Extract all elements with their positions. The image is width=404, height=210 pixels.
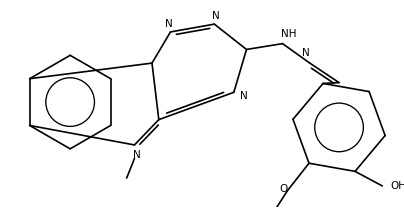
Text: N: N <box>213 11 220 21</box>
Text: O: O <box>280 184 288 194</box>
Text: NH: NH <box>281 29 296 39</box>
Text: N: N <box>240 91 247 101</box>
Text: N: N <box>302 48 310 58</box>
Text: OH: OH <box>390 181 404 191</box>
Text: N: N <box>133 150 140 160</box>
Text: N: N <box>165 19 173 29</box>
